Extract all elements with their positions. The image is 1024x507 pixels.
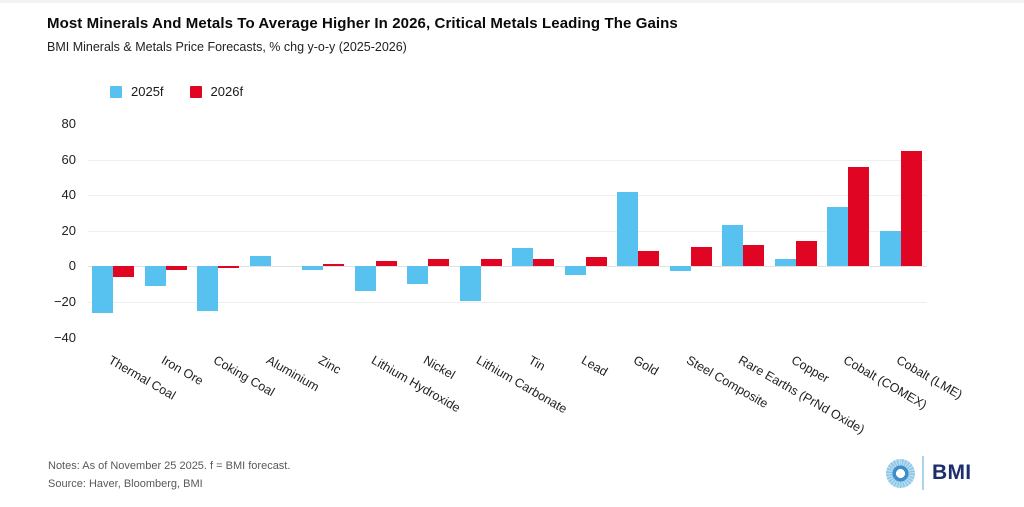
- x-category-label-lead: Lead: [578, 353, 610, 380]
- bar-2025f-nickel: [407, 266, 428, 285]
- bar-2025f-lithium-hydroxide: [354, 266, 376, 292]
- bar-2026f-gold: [638, 251, 659, 267]
- bar-2025f-iron-ore: [144, 266, 166, 286]
- x-category-label-gold: Gold: [631, 353, 661, 379]
- gridline-20: [88, 230, 927, 232]
- bar-2026f-coking-coal: [218, 266, 239, 269]
- x-category-label-copper: Copper: [788, 353, 832, 386]
- bar-2025f-tin: [512, 247, 533, 267]
- bar-2025f-coking-coal: [197, 266, 218, 311]
- bar-2026f-tin: [533, 259, 554, 267]
- bar-2026f-nickel: [428, 259, 449, 267]
- bar-2026f-thermal-coal: [113, 266, 134, 277]
- bar-2025f-zinc: [302, 266, 323, 270]
- bar-2026f-lithium-carbonate: [480, 259, 502, 267]
- chart-subtitle: BMI Minerals & Metals Price Forecasts, %…: [47, 40, 407, 54]
- footnotes: Notes: As of November 25 2025. f = BMI f…: [48, 457, 290, 493]
- bmi-aperture-icon: [886, 458, 915, 488]
- gridline-0: [88, 266, 927, 268]
- source-text: Source: Haver, Bloomberg, BMI: [48, 478, 203, 490]
- x-category-label-tin: Tin: [526, 353, 548, 374]
- y-tick-label-80: 80: [61, 116, 76, 131]
- bar-2025f-rare-earths-prnd-oxide-: [722, 225, 743, 267]
- bar-2026f-copper: [795, 241, 817, 267]
- bar-2026f-lithium-hydroxide: [375, 261, 397, 267]
- legend-label: 2025f: [131, 84, 164, 99]
- x-category-label-zinc: Zinc: [316, 353, 344, 377]
- bar-2026f-cobalt-comex-: [848, 166, 869, 267]
- legend-item-2026f: 2026f: [189, 84, 244, 99]
- gridline-40: [88, 195, 927, 197]
- y-tick-label-60: 60: [61, 151, 76, 167]
- logo-wordmark: BMI: [932, 461, 972, 484]
- bar-2025f-steel-composite: [669, 266, 691, 271]
- notes-text: Notes: As of November 25 2025. f = BMI f…: [48, 460, 291, 472]
- x-category-label-nickel: Nickel: [421, 353, 458, 383]
- bar-2025f-lead: [564, 266, 586, 276]
- bar-2025f-lithium-carbonate: [459, 266, 481, 301]
- legend: 2025f 2026f: [110, 84, 243, 99]
- gridline-60: [88, 159, 927, 161]
- y-tick-label-20: 20: [61, 222, 76, 238]
- legend-swatch-icon: [189, 85, 202, 98]
- x-category-label-lithium-carbonate: Lithium Carbonate: [473, 353, 569, 417]
- legend-label: 2026f: [210, 84, 244, 99]
- plot-area: [88, 124, 927, 338]
- bar-2026f-steel-composite: [690, 246, 712, 267]
- bar-2025f-cobalt-lme-: [879, 230, 901, 267]
- bar-2025f-gold: [617, 191, 638, 267]
- legend-swatch-icon: [110, 85, 122, 98]
- bar-2026f-cobalt-lme-: [900, 150, 922, 267]
- legend-item-2025f: 2025f: [110, 84, 164, 99]
- logo-divider: [922, 456, 924, 490]
- bar-2026f-zinc: [323, 263, 344, 267]
- bmi-logo: BMI: [886, 456, 971, 490]
- bar-2025f-thermal-coal: [92, 266, 113, 313]
- gridline--20: [88, 301, 927, 303]
- x-category-label-lithium-hydroxide: Lithium Hydroxide: [368, 353, 463, 416]
- bar-2026f-lead: [585, 257, 607, 267]
- y-tick-label--40: −40: [53, 329, 76, 345]
- bar-2025f-aluminium: [249, 255, 271, 267]
- chart-title: Most Minerals And Metals To Average High…: [47, 15, 678, 32]
- bar-2026f-iron-ore: [165, 266, 187, 270]
- bar-2026f-rare-earths-prnd-oxide-: [743, 245, 764, 267]
- y-tick-label--20: −20: [53, 293, 76, 309]
- bar-2025f-cobalt-comex-: [827, 206, 848, 267]
- y-tick-label-0: 0: [68, 258, 76, 274]
- bar-2025f-copper: [774, 259, 796, 267]
- y-tick-label-40: 40: [61, 187, 76, 203]
